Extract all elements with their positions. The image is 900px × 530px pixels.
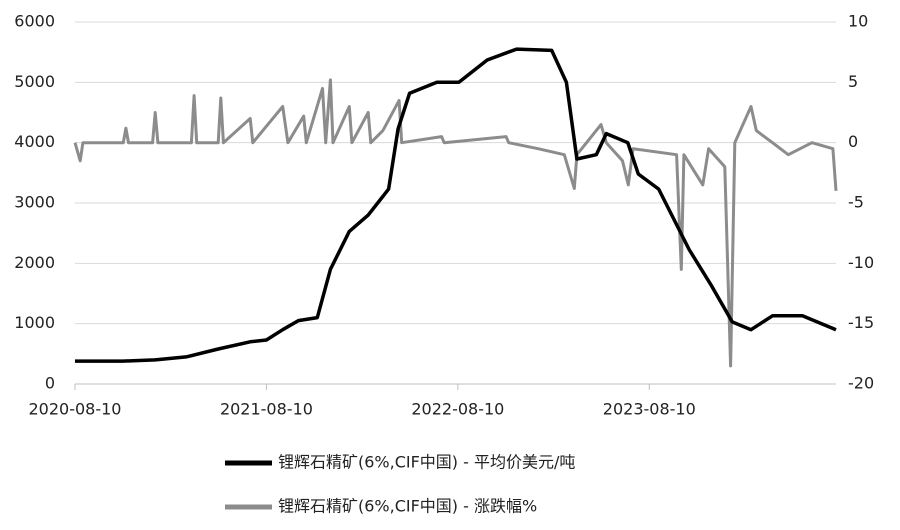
y2-tick-label: 5	[848, 72, 858, 91]
x-tick-label: 2023-08-10	[603, 400, 696, 419]
legend-label: 锂辉石精矿(6%,CIF中国) - 涨跌幅%	[278, 497, 537, 516]
y-tick-label: 0	[45, 374, 55, 393]
x-tick-label: 2020-08-10	[29, 400, 122, 419]
series-line	[75, 47, 837, 363]
y2-tick-label: 10	[848, 12, 868, 31]
y2-tick-label: 0	[848, 132, 858, 151]
y2-tick-label: -10	[848, 253, 874, 272]
y-tick-label: 5000	[14, 72, 55, 91]
y-tick-label: 3000	[14, 193, 55, 212]
y-tick-label: 4000	[14, 132, 55, 151]
legend-label: 锂辉石精矿(6%,CIF中国) - 平均价美元/吨	[278, 453, 575, 472]
x-tick-label: 2022-08-10	[411, 400, 504, 419]
y2-tick-label: -15	[848, 313, 874, 332]
y2-tick-label: -20	[848, 374, 874, 393]
y-tick-label: 6000	[14, 12, 55, 31]
y-tick-label: 1000	[14, 313, 55, 332]
series-line	[73, 78, 838, 368]
y2-tick-label: -5	[848, 193, 864, 212]
y-tick-label: 2000	[14, 253, 55, 272]
x-tick-label: 2021-08-10	[220, 400, 313, 419]
